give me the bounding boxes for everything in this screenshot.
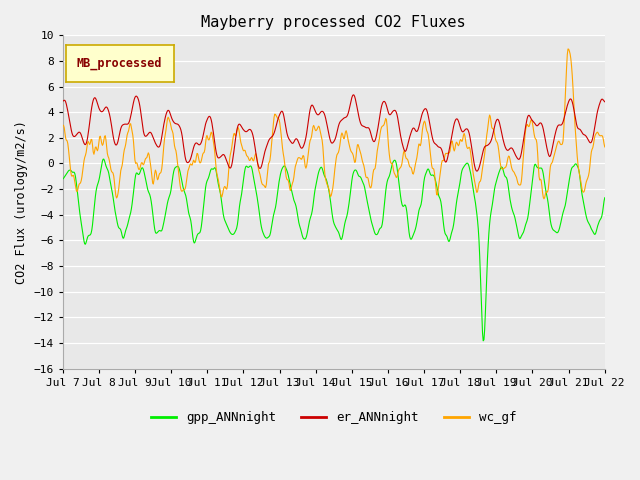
gpp_ANNnight xyxy=(250,175,257,180)
gpp_ANNnight xyxy=(601,195,609,201)
wc_gf xyxy=(564,46,572,52)
er_ANNnight xyxy=(349,92,357,98)
wc_gf xyxy=(390,168,397,173)
er_ANNnight xyxy=(249,132,257,138)
wc_gf xyxy=(540,196,548,202)
gpp_ANNnight xyxy=(479,338,487,344)
wc_gf xyxy=(59,122,67,128)
er_ANNnight xyxy=(59,98,67,104)
wc_gf xyxy=(420,120,428,125)
Line: wc_gf: wc_gf xyxy=(63,49,605,199)
gpp_ANNnight xyxy=(390,157,398,163)
er_ANNnight xyxy=(123,121,131,127)
Title: Mayberry processed CO2 Fluxes: Mayberry processed CO2 Fluxes xyxy=(202,15,466,30)
er_ANNnight xyxy=(222,156,230,162)
wc_gf xyxy=(249,157,257,163)
wc_gf xyxy=(123,137,131,143)
gpp_ANNnight xyxy=(420,175,428,180)
Legend: gpp_ANNnight, er_ANNnight, wc_gf: gpp_ANNnight, er_ANNnight, wc_gf xyxy=(147,406,522,429)
Y-axis label: CO2 Flux (urology/m2/s): CO2 Flux (urology/m2/s) xyxy=(15,120,28,284)
gpp_ANNnight xyxy=(100,156,108,162)
er_ANNnight xyxy=(601,99,609,105)
Line: er_ANNnight: er_ANNnight xyxy=(63,95,605,171)
wc_gf xyxy=(222,186,230,192)
er_ANNnight xyxy=(473,168,481,174)
er_ANNnight xyxy=(390,108,398,113)
gpp_ANNnight xyxy=(59,176,67,182)
gpp_ANNnight xyxy=(223,222,230,228)
er_ANNnight xyxy=(420,106,428,112)
gpp_ANNnight xyxy=(270,210,278,216)
wc_gf xyxy=(269,121,277,127)
gpp_ANNnight xyxy=(124,224,131,229)
er_ANNnight xyxy=(269,132,277,138)
Line: gpp_ANNnight: gpp_ANNnight xyxy=(63,159,605,341)
wc_gf xyxy=(601,144,609,150)
